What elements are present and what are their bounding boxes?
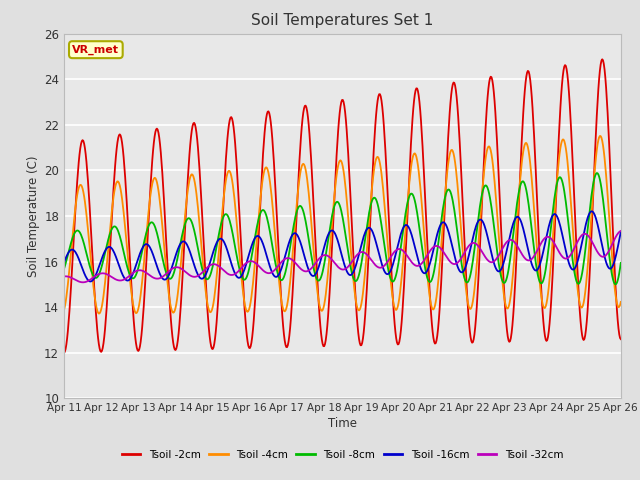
Y-axis label: Soil Temperature (C): Soil Temperature (C)	[27, 155, 40, 277]
Tsoil -2cm	[426, 299, 434, 305]
Tsoil -32cm	[428, 247, 435, 252]
Tsoil -2cm	[410, 98, 418, 104]
Tsoil -8cm	[617, 260, 625, 266]
Tsoil -8cm	[214, 240, 221, 245]
Line: Tsoil -32cm: Tsoil -32cm	[64, 231, 621, 282]
Tsoil -8cm	[410, 195, 418, 201]
Tsoil -32cm	[79, 279, 86, 285]
Tsoil -8cm	[426, 279, 434, 285]
Tsoil -4cm	[70, 217, 78, 223]
Tsoil -4cm	[128, 296, 136, 301]
Tsoil -2cm	[127, 282, 135, 288]
Line: Tsoil -8cm: Tsoil -8cm	[64, 173, 621, 284]
Tsoil -4cm	[428, 302, 435, 308]
Tsoil -32cm	[185, 272, 193, 277]
Tsoil -4cm	[185, 181, 193, 187]
Tsoil -4cm	[596, 133, 604, 139]
Tsoil -2cm	[184, 175, 192, 180]
Tsoil -32cm	[214, 263, 222, 268]
Tsoil -8cm	[127, 275, 135, 280]
Tsoil -2cm	[70, 230, 78, 236]
Title: Soil Temperatures Set 1: Soil Temperatures Set 1	[252, 13, 433, 28]
X-axis label: Time: Time	[328, 418, 357, 431]
Tsoil -16cm	[128, 273, 136, 278]
Line: Tsoil -16cm: Tsoil -16cm	[64, 211, 621, 281]
Tsoil -32cm	[617, 228, 625, 234]
Tsoil -32cm	[128, 271, 136, 276]
Line: Tsoil -4cm: Tsoil -4cm	[64, 136, 621, 313]
Tsoil -32cm	[70, 276, 78, 282]
Tsoil -2cm	[214, 310, 221, 315]
Line: Tsoil -2cm: Tsoil -2cm	[64, 60, 621, 353]
Tsoil -16cm	[60, 260, 68, 265]
Tsoil -8cm	[612, 281, 620, 287]
Tsoil -8cm	[184, 216, 192, 221]
Tsoil -16cm	[617, 229, 625, 235]
Tsoil -16cm	[185, 246, 193, 252]
Tsoil -16cm	[428, 256, 435, 262]
Tsoil -16cm	[411, 244, 419, 250]
Tsoil -8cm	[593, 170, 600, 176]
Tsoil -32cm	[411, 262, 419, 268]
Tsoil -4cm	[617, 299, 625, 305]
Tsoil -16cm	[86, 278, 94, 284]
Tsoil -4cm	[411, 151, 419, 156]
Tsoil -16cm	[70, 248, 78, 253]
Tsoil -32cm	[60, 274, 68, 279]
Tsoil -8cm	[70, 231, 78, 237]
Tsoil -4cm	[60, 307, 68, 313]
Tsoil -16cm	[588, 208, 595, 214]
Tsoil -2cm	[60, 350, 68, 356]
Tsoil -4cm	[95, 311, 102, 316]
Tsoil -2cm	[598, 57, 606, 62]
Legend: Tsoil -2cm, Tsoil -4cm, Tsoil -8cm, Tsoil -16cm, Tsoil -32cm: Tsoil -2cm, Tsoil -4cm, Tsoil -8cm, Tsoi…	[118, 446, 567, 464]
Tsoil -4cm	[214, 258, 222, 264]
Text: VR_met: VR_met	[72, 45, 119, 55]
Tsoil -2cm	[617, 336, 625, 342]
Tsoil -8cm	[60, 266, 68, 272]
Tsoil -16cm	[214, 238, 222, 243]
